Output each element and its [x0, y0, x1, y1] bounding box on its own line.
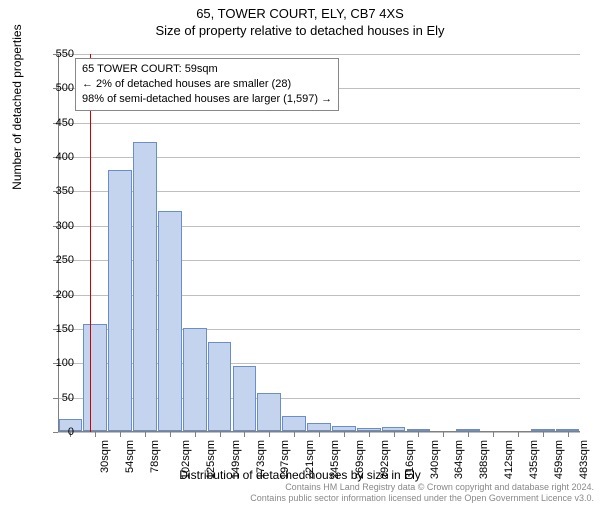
xtick-mark — [145, 432, 146, 437]
xtick-label: 197sqm — [280, 440, 292, 479]
y-axis-label: Number of detached properties — [10, 24, 24, 189]
xtick-label: 54sqm — [124, 440, 136, 473]
histogram-bar — [357, 428, 381, 431]
annotation-box: 65 TOWER COURT: 59sqm ← 2% of detached h… — [75, 58, 339, 111]
annotation-line1: 65 TOWER COURT: 59sqm — [82, 62, 332, 77]
ytick-label: 450 — [56, 117, 74, 129]
histogram-bar — [556, 429, 580, 431]
xtick-mark — [543, 432, 544, 437]
chart-subtitle: Size of property relative to detached ho… — [0, 23, 600, 38]
xtick-label: 78sqm — [149, 440, 161, 473]
ytick-label: 500 — [56, 82, 74, 94]
ytick-mark — [53, 432, 58, 433]
xtick-label: 340sqm — [429, 440, 441, 479]
histogram-bar — [133, 142, 157, 431]
xtick-mark — [220, 432, 221, 437]
xtick-label: 388sqm — [478, 440, 490, 479]
histogram-bar — [332, 426, 356, 431]
ytick-label: 550 — [56, 48, 74, 60]
ytick-label: 200 — [56, 289, 74, 301]
histogram-bar — [108, 170, 132, 431]
ytick-label: 250 — [56, 254, 74, 266]
attribution-text: Contains HM Land Registry data © Crown c… — [250, 482, 594, 505]
xtick-label: 102sqm — [180, 440, 192, 479]
histogram-bar — [183, 328, 207, 431]
xtick-mark — [95, 432, 96, 437]
xtick-mark — [493, 432, 494, 437]
histogram-bar — [407, 429, 431, 431]
histogram-bar — [158, 211, 182, 431]
annotation-line2: ← 2% of detached houses are smaller (28) — [82, 77, 332, 92]
ytick-label: 0 — [68, 426, 74, 438]
xtick-mark — [294, 432, 295, 437]
xtick-mark — [418, 432, 419, 437]
xtick-label: 292sqm — [379, 440, 391, 479]
ytick-label: 50 — [62, 392, 74, 404]
xtick-mark — [170, 432, 171, 437]
xtick-mark — [244, 432, 245, 437]
xtick-label: 125sqm — [205, 440, 217, 479]
attribution-line1: Contains HM Land Registry data © Crown c… — [250, 482, 594, 493]
xtick-mark — [468, 432, 469, 437]
xtick-label: 483sqm — [578, 440, 590, 479]
xtick-mark — [344, 432, 345, 437]
xtick-mark — [443, 432, 444, 437]
xtick-mark — [394, 432, 395, 437]
ytick-label: 150 — [56, 323, 74, 335]
histogram-bar — [307, 423, 331, 431]
histogram-bar — [83, 324, 107, 431]
histogram-bar — [382, 427, 406, 431]
xtick-label: 364sqm — [454, 440, 466, 479]
xtick-label: 221sqm — [304, 440, 316, 479]
annotation-line3: 98% of semi-detached houses are larger (… — [82, 92, 332, 107]
attribution-line2: Contains public sector information licen… — [250, 493, 594, 504]
xtick-mark — [518, 432, 519, 437]
xtick-label: 316sqm — [404, 440, 416, 479]
xtick-label: 30sqm — [99, 440, 111, 473]
ytick-label: 300 — [56, 220, 74, 232]
xtick-mark — [195, 432, 196, 437]
ytick-label: 100 — [56, 357, 74, 369]
histogram-bar — [257, 393, 281, 431]
chart-plot-area — [58, 54, 580, 432]
chart-title-address: 65, TOWER COURT, ELY, CB7 4XS — [0, 6, 600, 21]
grid-line — [58, 123, 580, 124]
histogram-bar — [531, 429, 555, 431]
xtick-mark — [269, 432, 270, 437]
xtick-label: 412sqm — [503, 440, 515, 479]
grid-line — [58, 54, 580, 55]
histogram-bar — [282, 416, 306, 431]
xtick-label: 269sqm — [354, 440, 366, 479]
xtick-label: 459sqm — [553, 440, 565, 479]
xtick-mark — [369, 432, 370, 437]
xtick-label: 173sqm — [255, 440, 267, 479]
ytick-label: 400 — [56, 151, 74, 163]
reference-line — [90, 54, 91, 432]
xtick-label: 149sqm — [230, 440, 242, 479]
xtick-label: 245sqm — [329, 440, 341, 479]
ytick-label: 350 — [56, 185, 74, 197]
xtick-mark — [568, 432, 569, 437]
xtick-label: 435sqm — [528, 440, 540, 479]
y-axis — [58, 54, 59, 432]
xtick-mark — [120, 432, 121, 437]
histogram-bar — [208, 342, 232, 431]
histogram-bar — [456, 429, 480, 431]
histogram-bar — [233, 366, 257, 431]
xtick-mark — [319, 432, 320, 437]
